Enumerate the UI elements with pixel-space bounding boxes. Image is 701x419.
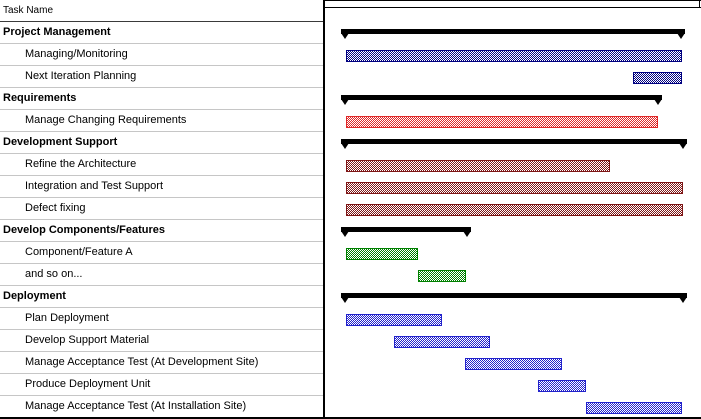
task-bar[interactable]	[346, 182, 683, 194]
task-row[interactable]: Produce Deployment Unit	[0, 374, 323, 396]
task-name-label: and so on...	[25, 268, 83, 280]
task-bar[interactable]	[346, 248, 418, 260]
bottom-border	[0, 417, 701, 419]
task-bar[interactable]	[586, 402, 682, 414]
summary-bar-end-triangle	[677, 33, 685, 39]
task-bar[interactable]	[418, 270, 466, 282]
summary-bar-end-triangle	[341, 99, 349, 105]
task-row[interactable]: Managing/Monitoring	[0, 44, 323, 66]
summary-task-bar[interactable]	[341, 227, 471, 232]
summary-task-bar[interactable]	[341, 29, 685, 34]
task-table: Task Name Project Management Managing/Mon…	[0, 0, 323, 419]
table-chart-divider[interactable]	[323, 0, 325, 419]
task-name-label: Plan Deployment	[25, 312, 109, 324]
task-name-label: Component/Feature A	[25, 246, 133, 258]
task-name-label: Project Management	[3, 26, 111, 38]
summary-bar-end-triangle	[341, 297, 349, 303]
task-row[interactable]: Requirements	[0, 88, 323, 110]
task-row[interactable]: Manage Acceptance Test (At Installation …	[0, 396, 323, 418]
task-bar[interactable]	[346, 314, 442, 326]
timescale-tier-divider	[323, 7, 701, 8]
task-bar[interactable]	[394, 336, 490, 348]
task-row[interactable]: Refine the Architecture	[0, 154, 323, 176]
task-name-label: Develop Components/Features	[3, 224, 165, 236]
task-bar[interactable]	[346, 204, 683, 216]
task-rows: Project Management Managing/Monitoring Nex…	[0, 22, 323, 418]
task-name-label: Manage Changing Requirements	[25, 114, 187, 126]
task-name-label: Requirements	[3, 92, 77, 104]
task-name-label: Development Support	[3, 136, 118, 148]
task-row[interactable]: Manage Changing Requirements	[0, 110, 323, 132]
task-row[interactable]: Defect fixing	[0, 198, 323, 220]
task-bar[interactable]	[465, 358, 562, 370]
timescale-top-border	[323, 0, 701, 1]
task-row[interactable]: Integration and Test Support	[0, 176, 323, 198]
task-name-label: Integration and Test Support	[25, 180, 164, 192]
summary-bar-end-triangle	[341, 143, 349, 149]
task-name-label: Managing/Monitoring	[25, 48, 128, 60]
task-bar[interactable]	[538, 380, 586, 392]
task-name-label: Manage Acceptance Test (At Installation …	[25, 400, 247, 412]
summary-bar-end-triangle	[341, 231, 349, 237]
task-name-label: Deployment	[3, 290, 66, 302]
task-row[interactable]: Development Support	[0, 132, 323, 154]
task-bar[interactable]	[346, 160, 610, 172]
summary-bar-end-triangle	[679, 143, 687, 149]
task-name-label: Next Iteration Planning	[25, 70, 137, 82]
summary-task-bar[interactable]	[341, 95, 662, 100]
task-row[interactable]: and so on...	[0, 264, 323, 286]
task-bar[interactable]	[346, 116, 658, 128]
summary-task-bar[interactable]	[341, 293, 687, 298]
task-name-label: Defect fixing	[25, 202, 86, 214]
task-name-label: Develop Support Material	[25, 334, 150, 346]
summary-task-bar[interactable]	[341, 139, 687, 144]
task-row[interactable]: Develop Components/Features	[0, 220, 323, 242]
task-bar[interactable]	[346, 50, 682, 62]
task-name-label: Refine the Architecture	[25, 158, 137, 170]
task-row[interactable]: Deployment	[0, 286, 323, 308]
task-name-label: Produce Deployment Unit	[25, 378, 151, 390]
task-row[interactable]: Project Management	[0, 22, 323, 44]
task-name-column-header[interactable]: Task Name	[0, 0, 323, 22]
task-bar[interactable]	[633, 72, 682, 84]
task-row[interactable]: Component/Feature A	[0, 242, 323, 264]
task-name-label: Manage Acceptance Test (At Development S…	[25, 356, 259, 368]
summary-bar-end-triangle	[341, 33, 349, 39]
summary-bar-end-triangle	[463, 231, 471, 237]
task-row[interactable]: Next Iteration Planning	[0, 66, 323, 88]
task-row[interactable]: Plan Deployment	[0, 308, 323, 330]
summary-bar-end-triangle	[654, 99, 662, 105]
summary-bar-end-triangle	[679, 297, 687, 303]
task-row[interactable]: Develop Support Material	[0, 330, 323, 352]
task-row[interactable]: Manage Acceptance Test (At Development S…	[0, 352, 323, 374]
timescale-right-tick	[699, 0, 700, 8]
